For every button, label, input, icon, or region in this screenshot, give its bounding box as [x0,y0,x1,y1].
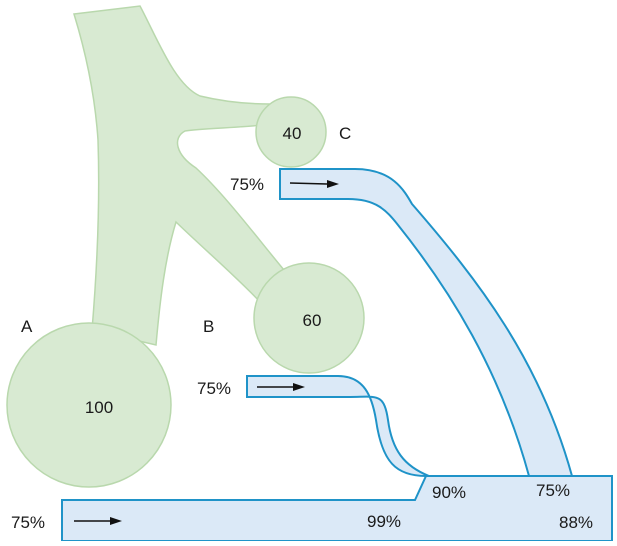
bottom-tube [61,475,613,542]
vessel-a-circle [6,322,172,488]
top-inlet-saturation: 75% [230,175,264,194]
vessel-b-label: B [203,317,214,336]
flow-arrows [74,180,339,525]
vessel-b-value: 60 [303,311,322,330]
top-tube [279,168,574,477]
vessel-a-value: 100 [85,398,113,417]
vessel-b-circle [253,262,365,374]
vessel-c-label: C [339,124,351,143]
bottom-inlet-saturation: 75% [11,513,45,532]
arterial-tree [6,5,365,488]
vessel-a-label: A [21,317,33,336]
junction-middle-saturation: 90% [432,483,466,502]
vessel-c-value: 40 [283,124,302,143]
bottom-flow-arrow-icon [74,517,122,525]
bottom-tube-saturation: 99% [367,512,401,531]
vessel-c-circle [255,96,327,168]
middle-flow-arrow-icon [257,383,305,391]
middle-tube [246,375,430,477]
outlet-saturation: 88% [559,513,593,532]
top-flow-arrow-icon [289,180,339,188]
junction-top-saturation: 75% [536,481,570,500]
middle-inlet-saturation: 75% [197,379,231,398]
